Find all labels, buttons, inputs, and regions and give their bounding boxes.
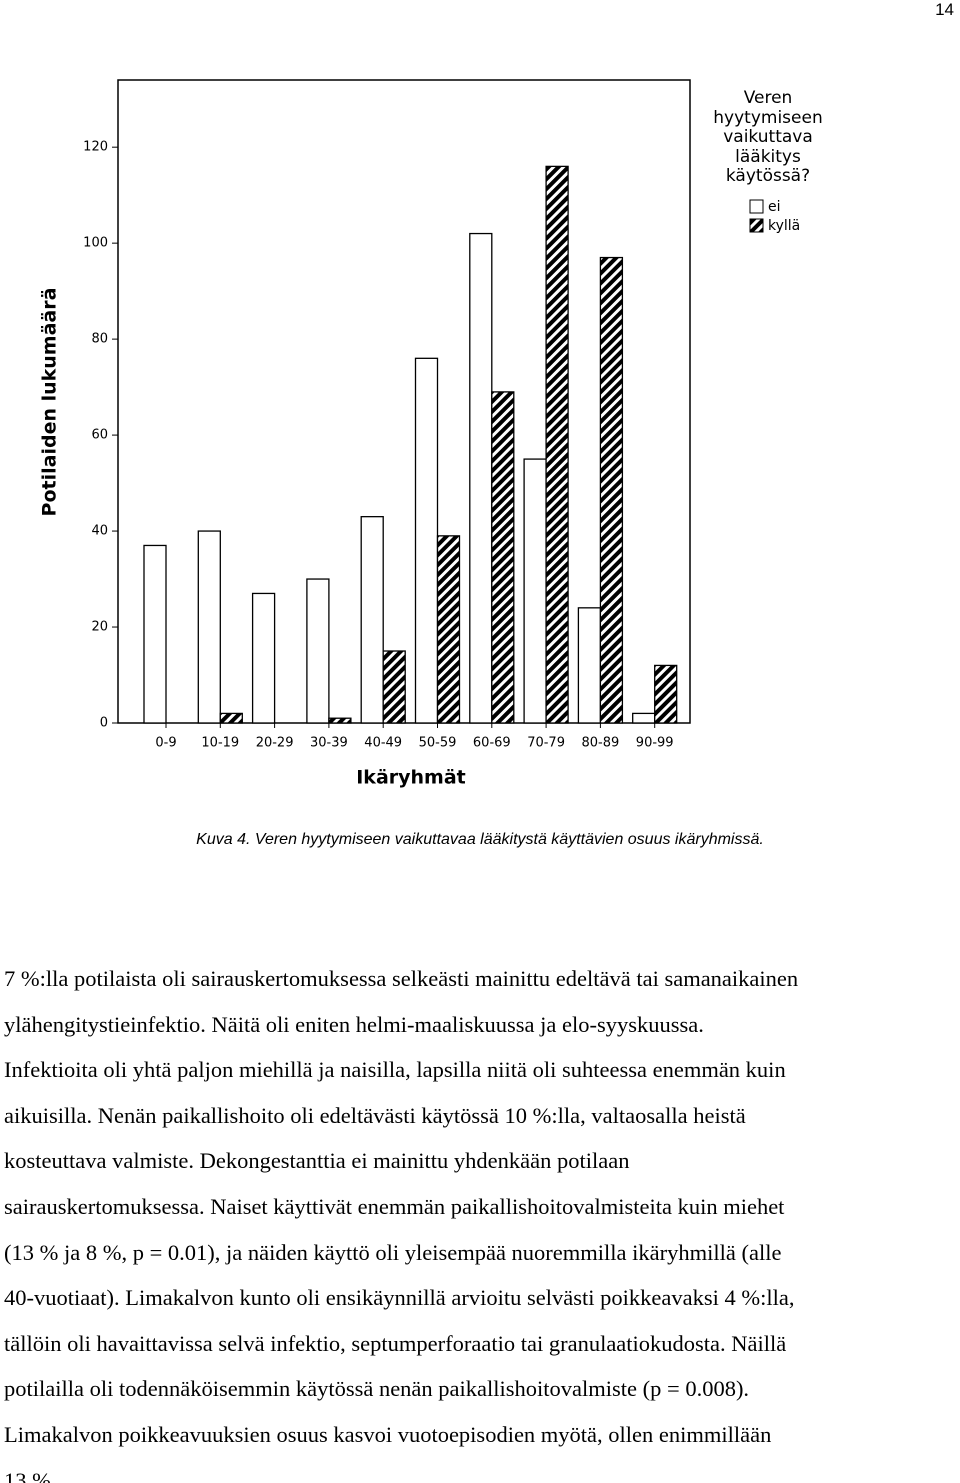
legend-swatch: [749, 199, 764, 214]
bar: [577, 607, 602, 724]
bar: [251, 592, 276, 724]
x-tick-label: 70-79: [527, 736, 565, 751]
y-tick-label: 80: [91, 332, 108, 347]
x-tick-label: 80-89: [582, 736, 620, 751]
x-tick-label: 40-49: [364, 736, 402, 751]
x-tick-label: 20-29: [256, 736, 294, 751]
y-axis-label: Potilaiden lukumäärä: [39, 288, 61, 517]
bar: [654, 664, 678, 724]
bar: [632, 712, 656, 724]
y-tick-label: 100: [83, 236, 108, 251]
bar: [382, 650, 406, 724]
text-line: 40-vuotiaat). Limakalvon kunto oli ensik…: [4, 1285, 795, 1311]
bar: [219, 712, 243, 724]
bar: [523, 458, 547, 724]
legend-label: kyllä: [768, 218, 800, 234]
y-tick-label: 40: [91, 524, 108, 539]
text-line: 7 %:lla potilaista oli sairauskertomukse…: [4, 966, 799, 991]
text-line: Infektioita oli yhtä paljon miehillä ja …: [4, 1057, 786, 1083]
text-line: sairauskertomuksessa. Naiset käyttivät e…: [4, 1193, 785, 1219]
legend-label: ei: [768, 199, 781, 215]
bar: [360, 516, 384, 724]
y-tick-label: 0: [100, 716, 108, 731]
x-tick-label: 30-39: [310, 736, 348, 751]
legend-swatch: [749, 218, 764, 233]
bar: [328, 717, 352, 724]
bar: [436, 535, 461, 724]
text-line: Limakalvon poikkeavuuksien osuus kasvoi …: [4, 1421, 772, 1447]
legend-title: Veren hyytymiseen vaikuttava lääkitys kä…: [713, 88, 823, 186]
y-tick-label: 120: [83, 140, 108, 155]
y-tick-label: 20: [91, 620, 108, 635]
text-line: 13 %.: [4, 1467, 57, 1483]
x-axis-label: Ikäryhmät: [356, 767, 466, 789]
bar: [469, 232, 493, 724]
text-line: potilailla oli todennäköisemmin käytössä…: [4, 1376, 750, 1402]
bar: [599, 256, 624, 724]
bar: [545, 165, 569, 724]
text-line: (13 % ja 8 %, p = 0.01), ja näiden käytt…: [4, 1239, 782, 1265]
bar: [197, 530, 221, 724]
x-tick-label: 10-19: [201, 736, 239, 751]
bar: [414, 357, 439, 724]
bar: [491, 391, 515, 724]
chart: Potilaiden lukumäärä Ikäryhmät 0 20 40 60 80…: [39, 79, 800, 789]
page-number: 14: [935, 0, 954, 19]
bar: [306, 578, 330, 724]
x-tick-label: 50-59: [419, 736, 457, 751]
y-tick-label: 60: [91, 428, 108, 443]
x-tick-label: 90-99: [636, 736, 674, 751]
x-tick-label: 0-9: [155, 736, 176, 751]
text-line: kosteuttava valmiste. Dekongestanttia ei…: [4, 1148, 630, 1174]
figure-caption: Kuva 4. Veren hyytymiseen vaikuttavaa lä…: [196, 831, 764, 848]
body-paragraph: 7 %:lla potilaista oli sairauskertomukse…: [4, 956, 960, 1483]
text-line: tällöin oli havaittavissa selvä infektio…: [4, 1330, 787, 1356]
text-line: aikuisilla. Nenän paikallishoito oli ede…: [4, 1102, 746, 1128]
bar: [143, 544, 167, 724]
x-tick-label: 60-69: [473, 736, 511, 751]
text-line: ylähengitystieinfektio. Näitä oli eniten…: [4, 1011, 704, 1037]
